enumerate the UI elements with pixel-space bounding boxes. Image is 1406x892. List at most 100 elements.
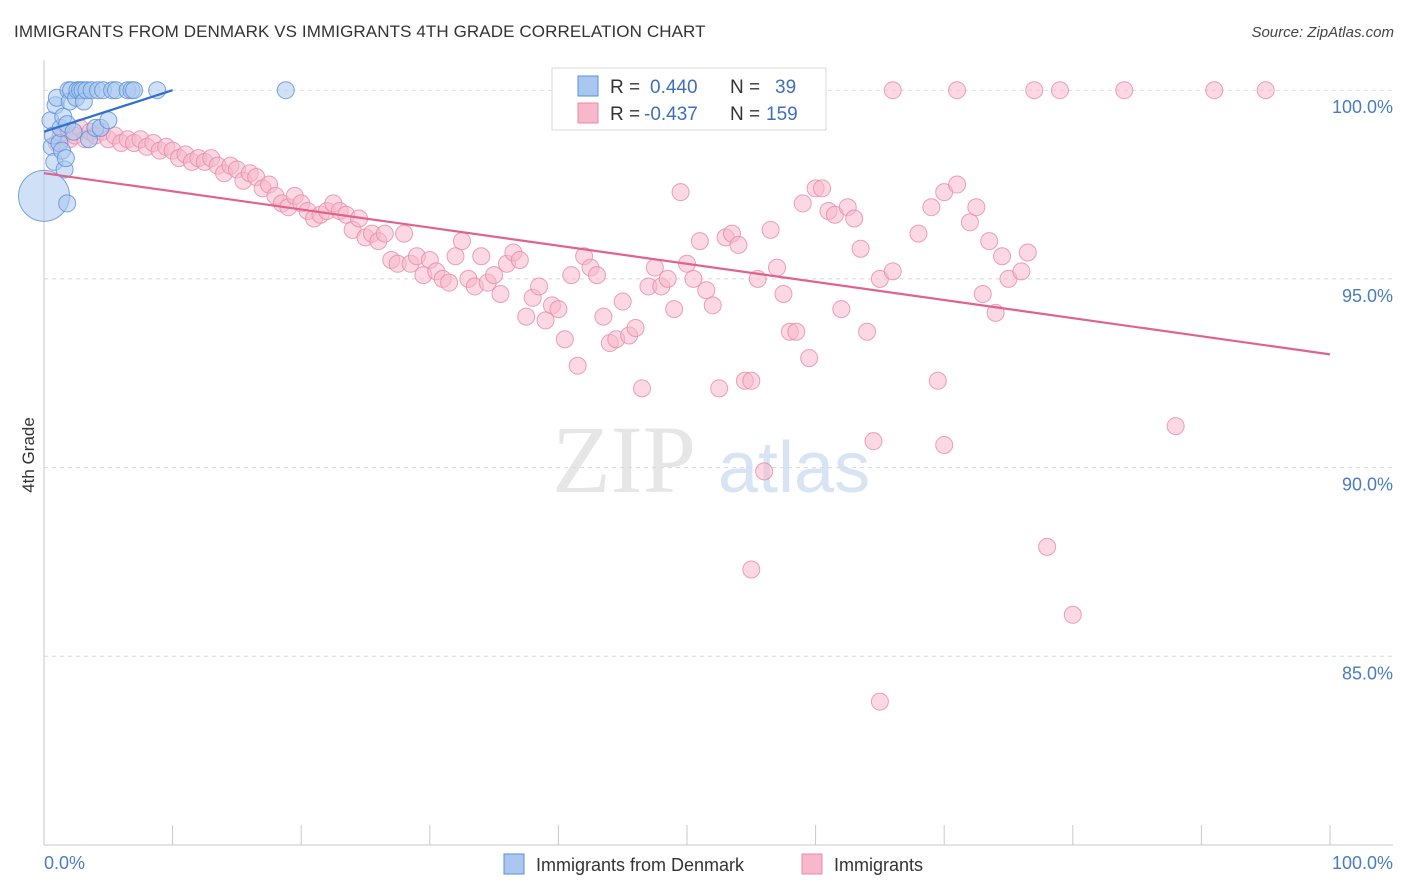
immigrants-point — [446, 247, 465, 266]
legend-r-value-1: 0.440 — [650, 77, 698, 98]
denmark-trend-line — [43, 89, 173, 133]
immigrants-point — [710, 379, 729, 398]
immigrants-point — [1018, 243, 1037, 262]
immigrants-point — [594, 307, 613, 326]
immigrants-point — [928, 371, 947, 390]
legend-swatch-blue — [577, 75, 599, 97]
bottom-legend-label-immigrants: Immigrants — [834, 855, 923, 875]
immigrants-point — [1166, 417, 1185, 436]
y-tick-label: 95.0% — [1342, 286, 1393, 306]
immigrants-point — [993, 247, 1012, 266]
immigrants-point — [1205, 81, 1224, 100]
legend-swatch-pink — [577, 102, 599, 124]
legend-n-label-1: N = — [730, 77, 760, 98]
immigrants-point — [858, 322, 877, 341]
immigrants-point — [774, 284, 793, 303]
y-tick-label: 90.0% — [1342, 475, 1393, 495]
immigrants-point — [562, 266, 581, 285]
immigrants-point — [864, 432, 883, 451]
denmark-point — [64, 122, 83, 141]
trend-lines — [43, 89, 1331, 356]
y-axis-title: 4th Grade — [19, 417, 38, 493]
immigrants-point — [626, 318, 645, 337]
immigrants-point — [909, 224, 928, 243]
immigrants-point — [1025, 81, 1044, 100]
immigrants-point — [587, 266, 606, 285]
immigrants-point — [922, 198, 941, 217]
immigrants-point — [787, 322, 806, 341]
immigrants-point — [883, 262, 902, 281]
immigrants-point — [768, 258, 787, 277]
immigrants-point — [375, 224, 394, 243]
denmark-point — [56, 149, 75, 168]
immigrants-point — [440, 273, 459, 292]
immigrants-point — [395, 224, 414, 243]
y-tick-label: 100.0% — [1332, 97, 1393, 117]
immigrants-point — [948, 175, 967, 194]
denmark-point — [276, 81, 295, 100]
x-tick-label-end: 100.0% — [1332, 853, 1393, 873]
immigrants-point — [671, 183, 690, 202]
immigrants-point — [684, 269, 703, 288]
immigrants-point — [697, 281, 716, 300]
immigrants-point — [485, 266, 504, 285]
immigrants-point — [452, 232, 471, 251]
immigrants-point — [832, 300, 851, 319]
chart-title: IMMIGRANTS FROM DENMARK VS IMMIGRANTS 4T… — [14, 22, 706, 41]
immigrants-point — [703, 296, 722, 315]
x-tick-label-start: 0.0% — [44, 853, 85, 873]
immigrants-point — [1038, 537, 1057, 556]
legend-n-value-2: 159 — [766, 104, 798, 125]
immigrants-point — [536, 311, 555, 330]
y-tick-labels: 85.0% 90.0% 95.0% 100.0% — [1332, 97, 1393, 683]
immigrants-point — [960, 213, 979, 232]
y-tick-label: 85.0% — [1342, 663, 1393, 683]
denmark-point — [99, 111, 118, 130]
immigrants-point — [755, 462, 774, 481]
watermark-zip: ZIP — [552, 406, 696, 513]
immigrants-point — [472, 247, 491, 266]
immigrants-point — [870, 692, 889, 711]
immigrants-point — [883, 81, 902, 100]
immigrants-point — [845, 209, 864, 228]
immigrants-point — [613, 292, 632, 311]
immigrants-point — [742, 560, 761, 579]
chart-source: Source: ZipAtlas.com — [1251, 24, 1394, 41]
immigrants-point — [517, 307, 536, 326]
legend-r-label-2: R = — [610, 104, 640, 125]
immigrants-point — [800, 349, 819, 368]
immigrants-point — [658, 269, 677, 288]
immigrants-point — [851, 239, 870, 258]
immigrants-point — [793, 194, 812, 213]
immigrants-point — [948, 81, 967, 100]
denmark-point — [125, 81, 144, 100]
immigrants-point — [665, 300, 684, 319]
immigrants-point — [1115, 81, 1134, 100]
immigrants-point — [510, 251, 529, 270]
immigrants-point — [729, 235, 748, 254]
legend-r-label-1: R = — [610, 77, 640, 98]
denmark-point — [58, 194, 77, 213]
x-tick-labels: 0.0% 100.0% — [44, 853, 1393, 873]
bottom-legend-swatch-denmark — [503, 853, 525, 875]
immigrants-point — [967, 198, 986, 217]
immigrants-trend-line — [43, 172, 1331, 356]
legend-n-value-1: 39 — [775, 77, 796, 98]
immigrants-point — [491, 284, 510, 303]
immigrants-point — [530, 277, 549, 296]
bottom-legend-swatch-immigrants — [801, 853, 823, 875]
immigrants-point — [1063, 605, 1082, 624]
immigrants-point — [632, 379, 651, 398]
immigrants-point — [935, 435, 954, 454]
immigrants-point — [742, 371, 761, 390]
immigrants-point — [568, 356, 587, 375]
bottom-legend-label-denmark: Immigrants from Denmark — [536, 855, 745, 875]
immigrants-point — [973, 284, 992, 303]
legend-n-label-2: N = — [730, 104, 760, 125]
bottom-legend: Immigrants from Denmark Immigrants — [503, 853, 923, 875]
immigrants-point — [555, 330, 574, 349]
series-immigrants-points — [47, 81, 1275, 711]
immigrants-point — [1050, 81, 1069, 100]
immigrants-point — [549, 300, 568, 319]
